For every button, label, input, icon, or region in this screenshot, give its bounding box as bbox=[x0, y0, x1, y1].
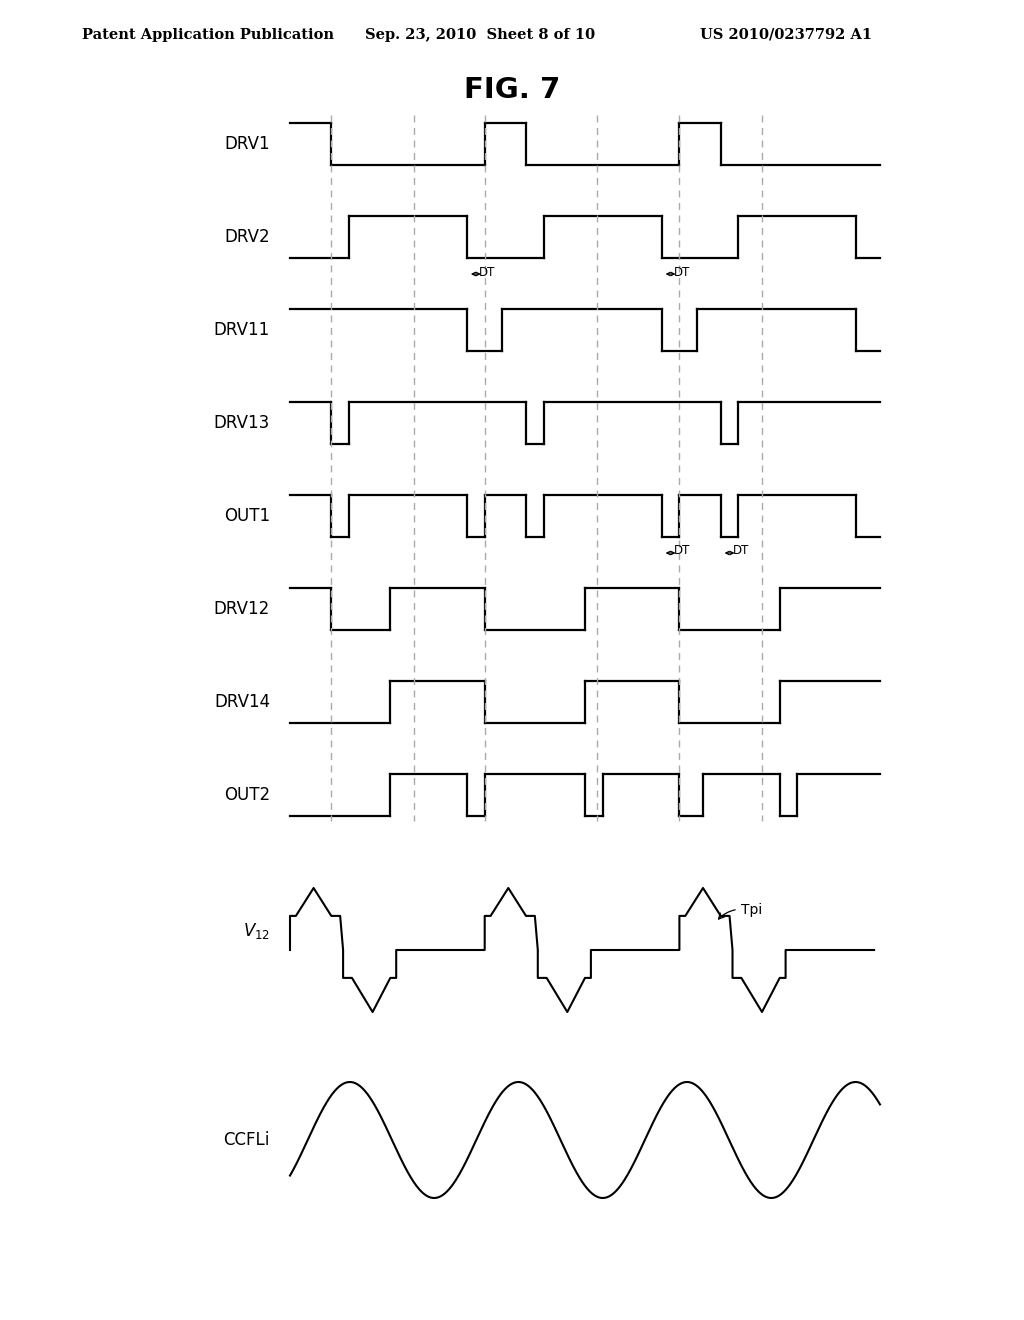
Text: $V_{12}$: $V_{12}$ bbox=[243, 921, 270, 941]
Text: FIG. 7: FIG. 7 bbox=[464, 77, 560, 104]
Text: Sep. 23, 2010  Sheet 8 of 10: Sep. 23, 2010 Sheet 8 of 10 bbox=[365, 28, 595, 42]
Text: DRV13: DRV13 bbox=[214, 414, 270, 432]
Text: DRV12: DRV12 bbox=[214, 601, 270, 618]
Text: DRV14: DRV14 bbox=[214, 693, 270, 711]
Text: DRV2: DRV2 bbox=[224, 228, 270, 246]
Text: DT: DT bbox=[674, 544, 690, 557]
Text: OUT1: OUT1 bbox=[224, 507, 270, 525]
Text: Patent Application Publication: Patent Application Publication bbox=[82, 28, 334, 42]
Text: OUT2: OUT2 bbox=[224, 785, 270, 804]
Text: DT: DT bbox=[732, 544, 749, 557]
Text: DT: DT bbox=[674, 265, 690, 279]
Text: US 2010/0237792 A1: US 2010/0237792 A1 bbox=[700, 28, 872, 42]
Text: CCFLi: CCFLi bbox=[223, 1131, 270, 1148]
Text: Tpi: Tpi bbox=[719, 903, 762, 919]
Text: DRV1: DRV1 bbox=[224, 135, 270, 153]
Text: DT: DT bbox=[479, 265, 496, 279]
Text: DRV11: DRV11 bbox=[214, 321, 270, 339]
